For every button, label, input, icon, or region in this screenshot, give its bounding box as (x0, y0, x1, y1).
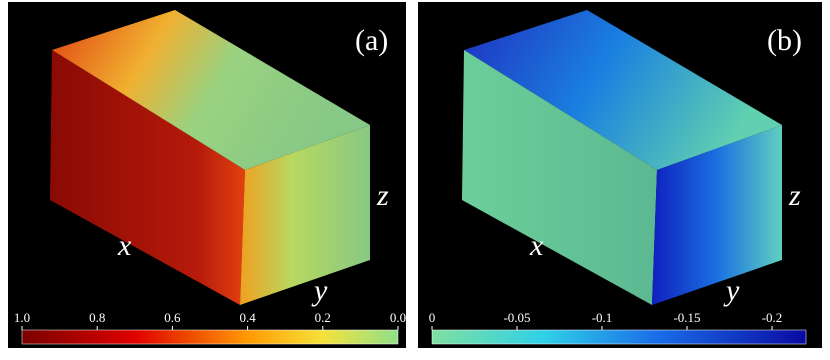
axis-label: y (311, 274, 328, 307)
colorbar-tick-label: 0.4 (239, 310, 256, 325)
axis-label: z (788, 179, 801, 212)
colorbar-tick-label: -0.15 (673, 310, 700, 325)
colorbar (21, 329, 399, 345)
panel-label: (a) (355, 24, 388, 57)
axis-label: x (117, 229, 132, 262)
box-render (50, 10, 370, 305)
box-side (240, 125, 370, 305)
colorbar-tick-label: 0.0 (390, 310, 406, 325)
box-front (50, 50, 245, 305)
colorbar-tick-label: 0 (429, 310, 436, 325)
axis-label: y (723, 274, 740, 307)
colorbar-tick-label: 0.6 (164, 310, 181, 325)
colorbar-tick-label: -0.2 (762, 310, 783, 325)
panel-label: (b) (767, 24, 802, 57)
box-render (462, 10, 782, 305)
box-front (462, 50, 657, 305)
colorbar-tick-label: 1.0 (14, 310, 30, 325)
axis-label: x (529, 229, 544, 262)
box-side (652, 125, 782, 305)
colorbar-tick-label: -0.1 (592, 310, 613, 325)
colorbar (431, 329, 807, 345)
box-top (52, 10, 370, 170)
colorbar-tick-label: 0.2 (315, 310, 331, 325)
colorbar-tick-label: -0.05 (503, 310, 530, 325)
box-top (464, 10, 782, 170)
axis-label: z (376, 179, 389, 212)
colorbar-tick-label: 0.8 (89, 310, 105, 325)
